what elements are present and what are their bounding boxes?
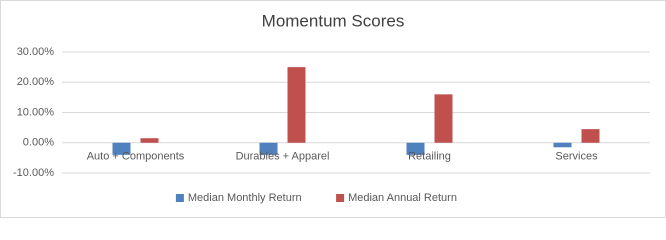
y-tick-label: 10.00% <box>17 106 55 118</box>
bar <box>581 129 600 143</box>
bar <box>140 138 159 143</box>
legend-label: Median Annual Return <box>348 192 457 204</box>
chart-border <box>0 0 666 218</box>
y-tick-label: 30.00% <box>17 46 55 58</box>
bar <box>112 142 131 155</box>
y-tick-label: -10.00% <box>13 167 54 179</box>
legend-label: Median Monthly Return <box>188 192 302 204</box>
bar <box>553 142 572 148</box>
bar <box>287 67 306 143</box>
x-tick-label: Durables + Apparel <box>236 151 330 163</box>
y-tick-label: 20.00% <box>17 76 55 88</box>
legend-swatch <box>336 194 345 202</box>
legend-swatch <box>175 194 184 202</box>
bar <box>434 94 453 143</box>
bar <box>259 142 278 155</box>
chart-title: Momentum Scores <box>262 11 405 30</box>
x-tick-label: Retailing <box>408 151 451 163</box>
bar <box>406 142 425 155</box>
y-tick-label: 0.00% <box>23 137 54 149</box>
x-tick-label: Services <box>555 151 598 163</box>
x-tick-label: Auto + Components <box>87 151 185 163</box>
chart: Momentum Scores -10.00% 0.00% 10.00% 20.00%… <box>0 0 666 218</box>
